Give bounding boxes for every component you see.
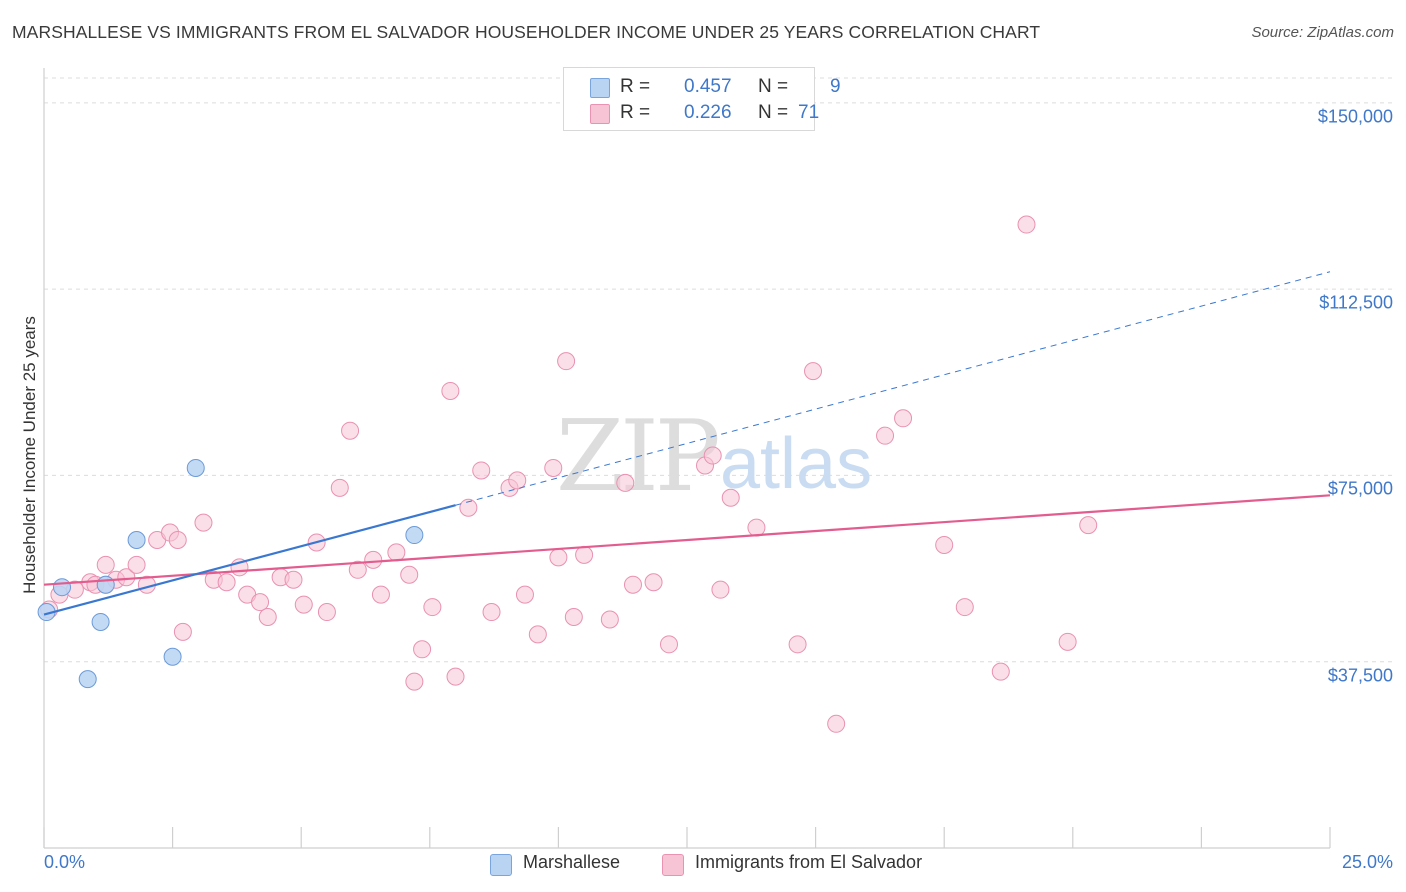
point-el-salvador [258, 608, 277, 626]
bottom-legend-label: Immigrants from El Salvador [695, 852, 923, 872]
point-el-salvador [413, 640, 432, 659]
point-el-salvador [623, 575, 642, 594]
point-el-salvador [330, 478, 349, 497]
point-el-salvador [894, 409, 913, 428]
gridlines [44, 77, 1395, 663]
point-el-salvador [387, 543, 406, 562]
point-el-salvador [168, 531, 187, 549]
point-el-salvador [251, 593, 270, 612]
point-marshallese [186, 458, 205, 477]
trend-line-marshallese [43, 504, 456, 616]
point-el-salvador [96, 555, 115, 574]
point-marshallese [78, 670, 97, 689]
x-tick-label-max: 25.0% [1341, 852, 1393, 872]
point-el-salvador [482, 603, 501, 622]
point-el-salvador [644, 573, 663, 592]
point-el-salvador [194, 513, 213, 532]
legend-swatch-pink [590, 104, 610, 124]
point-el-salvador [400, 565, 419, 584]
point-marshallese [91, 612, 110, 631]
legend-swatch-blue [590, 78, 610, 98]
point-el-salvador [564, 608, 583, 626]
legend-r-label: R = [620, 102, 651, 123]
point-el-salvador [364, 550, 383, 569]
point-el-salvador [991, 662, 1010, 681]
point-el-salvador [557, 352, 576, 371]
point-el-salvador [217, 573, 236, 592]
point-el-salvador [616, 473, 635, 492]
point-el-salvador [1058, 632, 1077, 651]
point-marshallese [53, 578, 72, 597]
point-el-salvador [515, 585, 534, 604]
point-el-salvador [508, 471, 527, 490]
watermark-atlas: atlas [720, 424, 872, 504]
legend: R = 0.457 N = 9 R = 0.226 N = 71 [563, 67, 841, 131]
trend-line-el-salvador [43, 494, 1331, 586]
legend-n-value: 9 [830, 76, 841, 97]
data-points [37, 215, 1098, 733]
point-el-salvador [284, 570, 303, 589]
point-el-salvador [528, 625, 547, 644]
trend-line-marshallese-extrapolated [455, 271, 1331, 506]
point-marshallese [127, 531, 146, 549]
y-tick-label: $150,000 [1317, 106, 1393, 127]
point-el-salvador [721, 488, 740, 507]
point-el-salvador [549, 548, 568, 567]
point-el-salvador [1017, 215, 1036, 234]
point-el-salvador [804, 362, 823, 381]
point-el-salvador [788, 635, 807, 654]
point-el-salvador [827, 714, 846, 733]
point-el-salvador [127, 555, 146, 574]
point-el-salvador [423, 598, 442, 617]
point-el-salvador [711, 580, 730, 599]
point-el-salvador [600, 610, 619, 629]
y-tick-label: $37,500 [1327, 665, 1393, 686]
y-tick-label: $75,000 [1327, 478, 1393, 499]
legend-n-value: 71 [798, 102, 820, 123]
point-el-salvador [472, 461, 491, 480]
point-marshallese [96, 575, 115, 594]
point-el-salvador [876, 426, 895, 445]
point-el-salvador [1079, 516, 1098, 535]
legend-r-label: R = [620, 76, 651, 97]
point-el-salvador [405, 672, 424, 691]
point-marshallese [163, 647, 182, 666]
point-el-salvador [955, 598, 974, 617]
watermark-zip: ZIP [556, 400, 718, 514]
source-label: Source: ZipAtlas.com [1251, 24, 1394, 41]
point-el-salvador [348, 560, 367, 579]
point-el-salvador [173, 622, 192, 641]
legend-n-label: N = [758, 102, 789, 123]
point-el-salvador [441, 381, 460, 400]
point-marshallese [405, 526, 424, 545]
point-el-salvador [659, 635, 678, 654]
point-el-salvador [747, 518, 766, 537]
watermark: ZIP atlas [556, 400, 872, 514]
point-el-salvador [544, 458, 563, 477]
trend-lines [43, 271, 1331, 616]
x-tick-label-min: 0.0% [44, 852, 86, 872]
point-el-salvador [575, 545, 594, 564]
bottom-legend-label: Marshallese [523, 852, 621, 872]
axes [43, 68, 1331, 849]
bottom-legend-swatch-pink [662, 854, 684, 876]
point-el-salvador [117, 568, 136, 587]
point-el-salvador [317, 603, 336, 622]
legend-n-label: N = [758, 76, 789, 97]
chart-title: MARSHALLESE VS IMMIGRANTS FROM EL SALVAD… [12, 22, 1041, 42]
point-el-salvador [341, 421, 360, 440]
point-el-salvador [935, 535, 954, 554]
y-tick-label: $112,500 [1319, 292, 1393, 313]
point-el-salvador [459, 498, 478, 517]
point-el-salvador [371, 585, 390, 604]
legend-r-value: 0.226 [684, 102, 732, 123]
point-el-salvador [446, 667, 465, 686]
point-el-salvador [703, 446, 722, 465]
legend-r-value: 0.457 [684, 76, 732, 97]
point-el-salvador [294, 595, 313, 614]
bottom-legend-swatch-blue [490, 854, 512, 876]
